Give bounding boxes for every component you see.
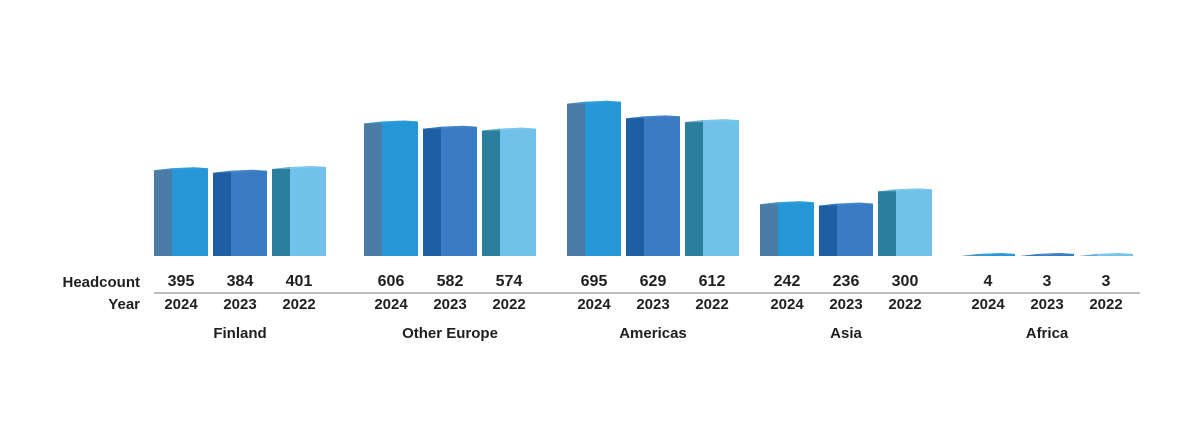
- bar-finland-2024: [154, 167, 208, 256]
- year-label-other-europe-2024: 2024: [374, 296, 408, 313]
- year-label-africa-2024: 2024: [971, 296, 1005, 313]
- group-label-asia: Asia: [830, 325, 862, 342]
- year-label-asia-2023: 2023: [829, 296, 862, 313]
- value-label-americas-2023: 629: [640, 273, 667, 290]
- value-label-asia-2022: 300: [892, 273, 919, 290]
- year-label-finland-2023: 2023: [223, 296, 256, 313]
- bar-africa-2023: [1020, 253, 1074, 256]
- bar-finland-2022: [272, 165, 326, 256]
- value-label-finland-2023: 384: [227, 273, 254, 290]
- bar-finland-2023: [213, 169, 267, 256]
- year-label-finland-2024: 2024: [164, 296, 198, 313]
- year-label-americas-2024: 2024: [577, 296, 611, 313]
- year-label-other-europe-2022: 2022: [492, 296, 525, 313]
- bar-asia-2024: [760, 201, 814, 256]
- group-label-other-europe: Other Europe: [402, 325, 498, 342]
- value-label-asia-2024: 242: [774, 273, 801, 290]
- value-label-africa-2022: 3: [1102, 273, 1111, 290]
- year-label-finland-2022: 2022: [282, 296, 315, 313]
- row-label-year: Year: [108, 296, 140, 313]
- year-label-asia-2022: 2022: [888, 296, 921, 313]
- value-label-americas-2024: 695: [581, 273, 608, 290]
- year-label-africa-2022: 2022: [1089, 296, 1122, 313]
- bar-other-europe-2023: [423, 125, 477, 257]
- labels-layer: Headcount Year 395 2024 384 2023 401 2022 Finl…: [62, 273, 1122, 342]
- year-label-other-europe-2023: 2023: [433, 296, 466, 313]
- year-label-asia-2024: 2024: [770, 296, 804, 313]
- row-label-headcount: Headcount: [62, 274, 140, 291]
- value-label-africa-2023: 3: [1043, 273, 1052, 290]
- value-label-finland-2024: 395: [168, 273, 195, 290]
- group-label-finland: Finland: [213, 325, 266, 342]
- value-label-asia-2023: 236: [833, 273, 860, 290]
- value-label-americas-2022: 612: [699, 273, 726, 290]
- year-label-africa-2023: 2023: [1030, 296, 1063, 313]
- bar-other-europe-2022: [482, 127, 536, 257]
- value-label-other-europe-2024: 606: [378, 273, 405, 290]
- bar-africa-2024: [961, 253, 1015, 256]
- year-label-americas-2023: 2023: [636, 296, 669, 313]
- bars-layer: [154, 100, 1133, 257]
- value-label-other-europe-2022: 574: [496, 273, 523, 290]
- year-label-americas-2022: 2022: [695, 296, 728, 313]
- group-label-americas: Americas: [619, 325, 687, 342]
- bar-asia-2022: [878, 188, 932, 256]
- bar-other-europe-2024: [364, 120, 418, 256]
- bar-americas-2022: [685, 119, 739, 256]
- bar-africa-2022: [1079, 253, 1133, 256]
- bar-americas-2024: [567, 100, 621, 257]
- value-label-other-europe-2023: 582: [437, 273, 464, 290]
- value-label-finland-2022: 401: [286, 273, 313, 290]
- bar-americas-2023: [626, 115, 680, 256]
- group-label-africa: Africa: [1026, 325, 1069, 342]
- value-label-africa-2024: 4: [984, 273, 993, 290]
- bar-asia-2023: [819, 202, 873, 256]
